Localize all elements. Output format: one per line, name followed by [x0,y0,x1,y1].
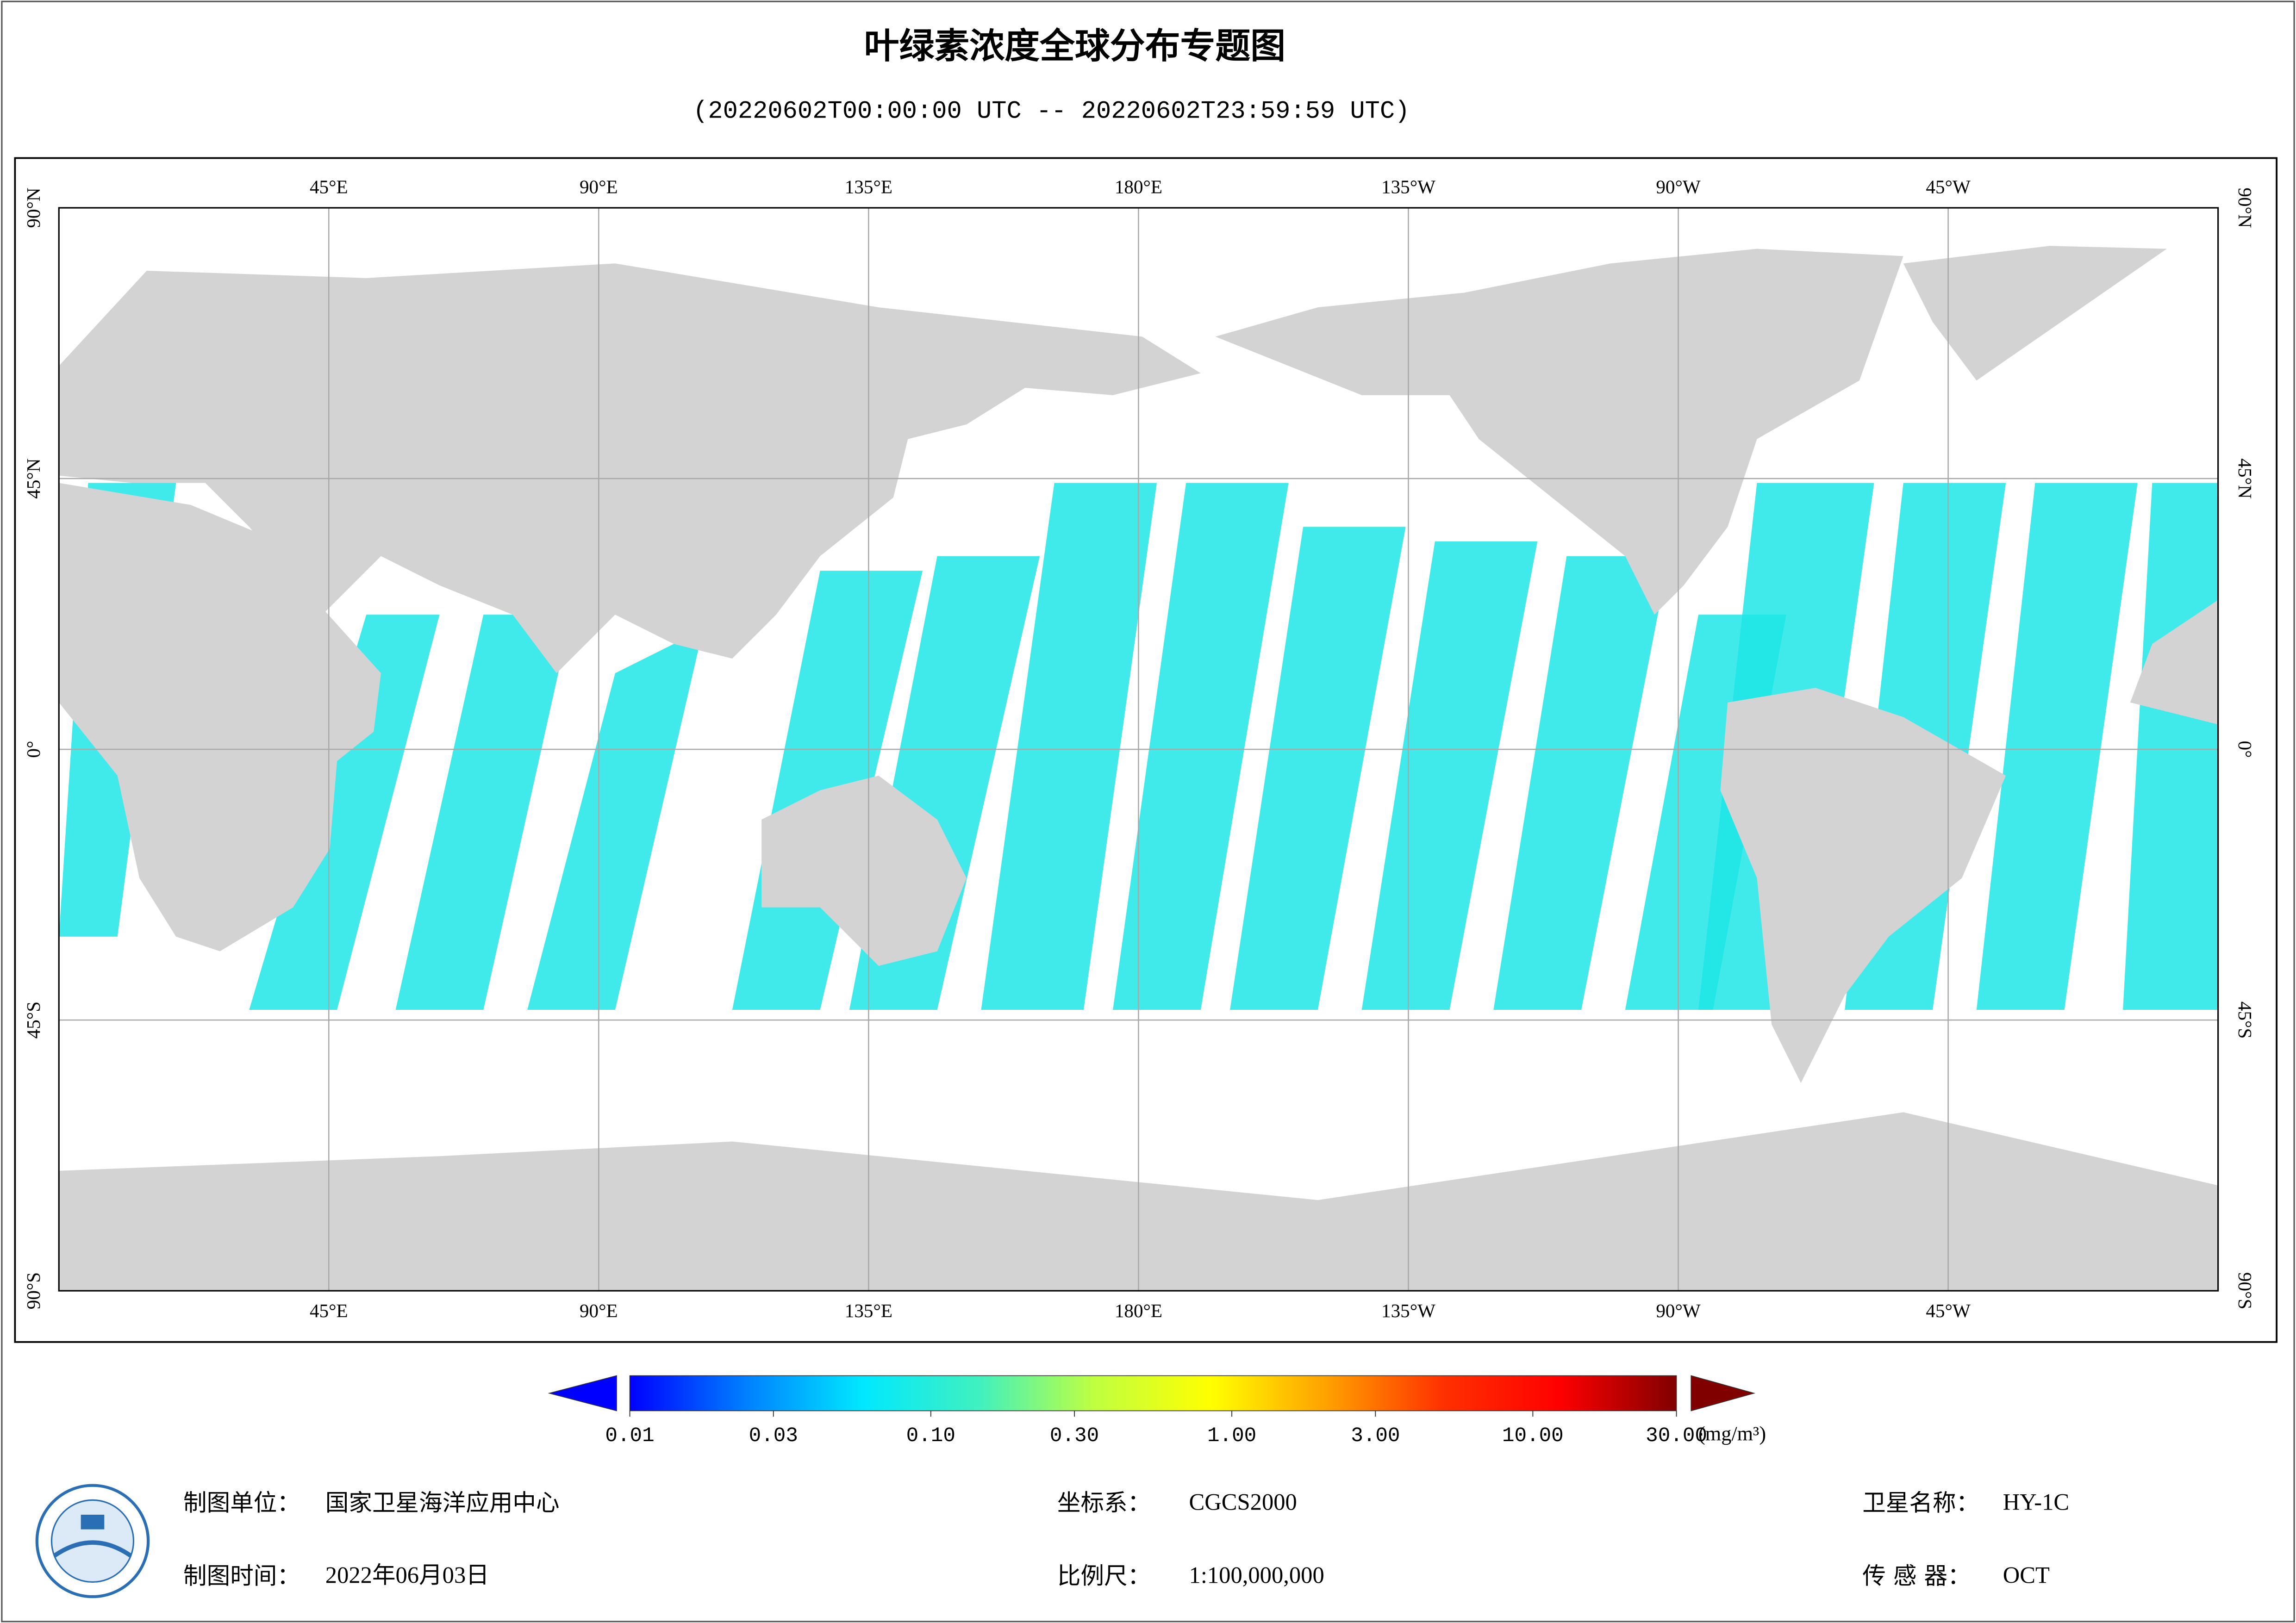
title: 叶绿素浓度全球分布专题图 [864,25,1286,66]
lat-label-left: 90°N [23,187,44,228]
lat-label-right: 45°N [2234,458,2256,498]
lon-label-bottom: 135°E [845,1300,892,1321]
lon-label-top: 90°W [1656,176,1701,197]
footer-value: OCT [2003,1562,2050,1588]
lat-label-right: 90°S [2234,1272,2256,1309]
lat-label-left: 45°S [23,1001,44,1038]
lat-label-right: 90°N [2234,187,2256,228]
lat-label-left: 45°N [23,458,44,498]
colorbar-tick-label: 3.00 [1351,1424,1400,1448]
colorbar-unit: (mg/m³) [1698,1422,1766,1445]
colorbar-tick-label: 0.01 [605,1424,654,1448]
footer: 制图单位： 国家卫星海洋应用中心 制图时间： 2022年06月03日 坐标系： … [35,1484,2069,1598]
footer-label: 制图时间： [183,1562,300,1589]
lon-label-top: 90°E [580,176,618,197]
logo [35,1484,150,1598]
subtitle: (20220602T00:00:00 UTC -- 20220602T23:59… [693,98,1410,126]
lon-label-top: 45°E [310,176,348,197]
footer-value: CGCS2000 [1189,1489,1297,1515]
footer-value: 国家卫星海洋应用中心 [325,1489,560,1516]
map-border [14,157,2278,1343]
colorbar-tick-label: 0.30 [1050,1424,1099,1448]
colorbar-tick-label: 1.00 [1207,1424,1256,1448]
colorbar-tick-label: 30.00 [1646,1424,1707,1448]
footer-value: 1:100,000,000 [1189,1562,1324,1588]
lat-label-right: 45°S [2234,1001,2256,1038]
lat-label-left: 0° [23,741,44,758]
lon-label-bottom: 90°E [580,1300,618,1321]
colorbar-over-arrow [1691,1375,1756,1412]
colorbar-tick-label: 0.03 [749,1424,798,1448]
colorbar-under-arrow [548,1375,617,1412]
footer-label: 制图单位： [183,1489,300,1516]
footer-value: 2022年06月03日 [325,1562,489,1588]
footer-label: 传 感 器： [1862,1562,1971,1589]
footer-label: 卫星名称： [1862,1489,1979,1516]
lon-label-top: 135°E [845,176,892,197]
colorbar-bar [629,1375,1677,1412]
colorbar-tick-label: 10.00 [1502,1424,1564,1448]
map-frame [58,207,2219,1292]
lon-label-top: 45°W [1926,176,1971,197]
lon-label-bottom: 180°E [1115,1300,1162,1321]
lon-label-bottom: 90°W [1656,1300,1701,1321]
lon-label-bottom: 135°W [1381,1300,1435,1321]
colorbar: (mg/m³) 0.01 0.03 0.10 0.30 1.00 3.00 10.00 30.… [548,1375,1766,1448]
footer-label: 坐标系： [1057,1489,1151,1516]
colorbar-tick-label: 0.10 [906,1424,955,1448]
lon-label-top: 135°W [1381,176,1435,197]
footer-value: HY-1C [2003,1489,2069,1515]
lat-label-right: 0° [2234,741,2256,758]
lon-label-top: 180°E [1115,176,1162,197]
lat-label-left: 90°S [23,1272,44,1309]
lon-label-bottom: 45°W [1926,1300,1971,1321]
footer-label: 比例尺： [1057,1562,1151,1589]
lon-label-bottom: 45°E [310,1300,348,1321]
